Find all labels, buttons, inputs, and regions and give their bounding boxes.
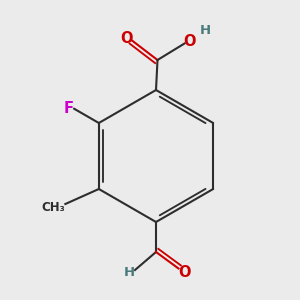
Text: F: F (64, 101, 74, 116)
Text: CH₃: CH₃ (42, 201, 65, 214)
Text: O: O (120, 31, 133, 46)
Text: H: H (124, 266, 135, 279)
Text: O: O (178, 265, 191, 280)
Text: O: O (184, 34, 196, 50)
Text: H: H (200, 24, 211, 37)
